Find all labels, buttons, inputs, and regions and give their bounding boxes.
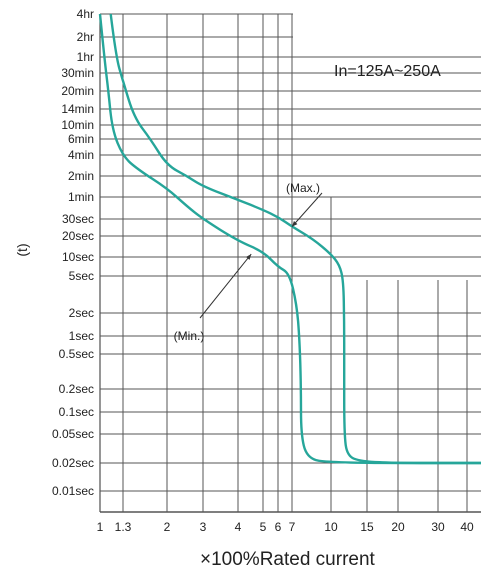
x-tick-label: 2 bbox=[164, 520, 171, 534]
x-tick-label: 20 bbox=[391, 520, 405, 534]
curves bbox=[98, 13, 481, 465]
y-tick-label: 0.01sec bbox=[52, 484, 94, 498]
grid bbox=[99, 13, 481, 513]
y-tick-label: 1sec bbox=[69, 329, 94, 343]
y-axis-label: (t) bbox=[14, 243, 30, 256]
x-tick-label: 7 bbox=[289, 520, 296, 534]
callout-label: (Max.) bbox=[286, 181, 320, 195]
y-tick-label: 2min bbox=[68, 169, 94, 183]
x-tick-label: 3 bbox=[200, 520, 207, 534]
y-tick-label: 0.2sec bbox=[59, 382, 94, 396]
y-tick-label: 6min bbox=[68, 132, 94, 146]
y-tick-label: 10min bbox=[61, 118, 94, 132]
y-tick-label: 20min bbox=[61, 84, 94, 98]
y-tick-label: 2hr bbox=[77, 30, 94, 44]
y-tick-label: 0.5sec bbox=[59, 347, 94, 361]
callout-arrowhead bbox=[292, 220, 298, 227]
annotations: (Max.) (Min.) bbox=[174, 181, 323, 343]
y-tick-label: 0.02sec bbox=[52, 456, 94, 470]
x-tick-label: 30 bbox=[431, 520, 445, 534]
curve-max bbox=[109, 13, 481, 465]
y-tick-label: 30sec bbox=[62, 212, 94, 226]
y-tick-label: 5sec bbox=[69, 269, 94, 283]
y-tick-label: 0.05sec bbox=[52, 427, 94, 441]
y-tick-label: 2sec bbox=[69, 306, 94, 320]
y-tick-label: 20sec bbox=[62, 229, 94, 243]
y-tick-label: 4hr bbox=[77, 7, 94, 21]
current-range-note: In=125A~250A bbox=[334, 63, 441, 80]
callout-label: (Min.) bbox=[174, 329, 205, 343]
x-tick-label: 5 bbox=[260, 520, 267, 534]
y-tick-label: 10sec bbox=[62, 250, 94, 264]
y-tick-label: 30min bbox=[61, 66, 94, 80]
x-tick-label: 15 bbox=[360, 520, 374, 534]
callout-arrow bbox=[291, 192, 323, 227]
x-tick-labels: 1 1.3 2 3 4 5 6 7 10 15 20 30 40 bbox=[97, 520, 474, 534]
curve-min bbox=[98, 13, 481, 465]
y-tick-label: 4min bbox=[68, 148, 94, 162]
x-tick-label: 1 bbox=[97, 520, 104, 534]
y-tick-label: 1hr bbox=[77, 50, 94, 64]
x-axis-label: ×100%Rated current bbox=[200, 549, 376, 570]
x-tick-label: 40 bbox=[460, 520, 474, 534]
y-tick-label: 0.1sec bbox=[59, 405, 94, 419]
x-tick-label: 4 bbox=[235, 520, 242, 534]
x-tick-label: 1.3 bbox=[115, 520, 132, 534]
callout-arrowhead bbox=[245, 254, 252, 260]
x-tick-label: 6 bbox=[275, 520, 282, 534]
x-tick-label: 10 bbox=[324, 520, 338, 534]
callout-arrow bbox=[199, 253, 252, 319]
y-tick-label: 1min bbox=[68, 190, 94, 204]
y-tick-label: 14min bbox=[61, 102, 94, 116]
